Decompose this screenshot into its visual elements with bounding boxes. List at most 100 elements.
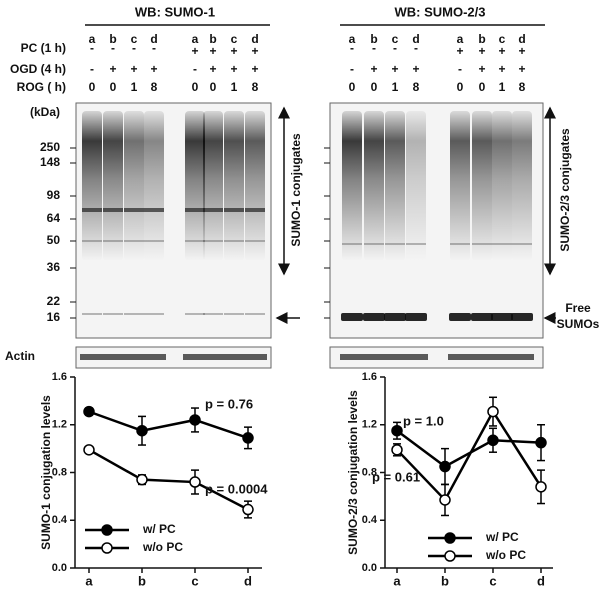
y-axis-label: SUMO-1 conjugation levels <box>39 395 53 550</box>
lane-label: + <box>150 62 157 76</box>
band <box>124 240 144 242</box>
band <box>491 313 513 321</box>
point <box>535 481 547 493</box>
y-tick-label: 1.2 <box>362 419 377 431</box>
lane-smear <box>512 111 532 261</box>
lane-label: 8 <box>519 80 526 94</box>
lane-smear <box>103 111 123 261</box>
band <box>245 208 265 212</box>
lane-label: + <box>230 44 237 58</box>
lane-label: - <box>372 41 376 55</box>
lane-label: + <box>130 62 137 76</box>
annotation: p = 1.0 <box>403 413 444 428</box>
band <box>364 243 384 245</box>
point <box>242 432 254 444</box>
lane-label: + <box>230 62 237 76</box>
lane-label: + <box>209 44 216 58</box>
band <box>512 243 532 245</box>
band <box>203 313 223 315</box>
lane-label: a <box>89 32 96 46</box>
marker-label: 36 <box>47 260 61 274</box>
marker-label: 148 <box>40 155 60 169</box>
lane-label: 0 <box>110 80 117 94</box>
band <box>384 313 406 321</box>
lane-label: b <box>370 32 377 46</box>
marker-label: 98 <box>47 188 61 202</box>
lane-smear <box>144 111 164 261</box>
band <box>363 313 385 321</box>
series-line <box>88 448 249 511</box>
lane-label: + <box>251 44 258 58</box>
lane-label: - <box>350 62 354 76</box>
lane-smear <box>224 111 244 261</box>
free-label: Free <box>565 301 591 315</box>
band <box>82 313 102 315</box>
band <box>245 313 265 315</box>
point <box>136 424 148 437</box>
actin-band <box>340 354 428 360</box>
lane-label: 0 <box>457 80 464 94</box>
lane-label: 8 <box>252 80 259 94</box>
lane-label: - <box>90 41 94 55</box>
band <box>144 313 164 315</box>
lane-label: + <box>391 62 398 76</box>
lane-smear <box>203 111 223 261</box>
x-tick-label: c <box>489 573 496 588</box>
lane-smear <box>245 111 265 261</box>
band <box>203 240 223 242</box>
actin-band <box>183 354 267 360</box>
point <box>242 503 254 516</box>
legend-label: w/ PC <box>485 530 519 544</box>
lane-label: d <box>518 32 525 46</box>
y-tick-label: 0.4 <box>52 514 68 526</box>
free-label: SUMOs <box>557 317 600 331</box>
band <box>185 240 205 242</box>
lane-label: + <box>251 62 258 76</box>
lane-smear <box>472 111 492 261</box>
actin-band <box>448 354 534 360</box>
band <box>144 240 164 242</box>
lane-smear <box>124 111 144 261</box>
lane-label: b <box>478 32 485 46</box>
lane-smear <box>492 111 512 261</box>
y-tick-label: 0.8 <box>52 466 67 478</box>
band <box>124 313 144 315</box>
x-tick-label: d <box>244 573 252 588</box>
blot-title: WB: SUMO-2/3 <box>395 4 486 19</box>
lane-label: - <box>152 41 156 55</box>
band <box>185 208 205 212</box>
lane-smear <box>406 111 426 261</box>
lane-smear <box>185 111 205 261</box>
lane-label: + <box>191 44 198 58</box>
band <box>511 313 533 321</box>
lane-label: + <box>370 62 377 76</box>
lane-label: - <box>458 62 462 76</box>
series-line <box>396 429 542 469</box>
lane-label: c <box>131 32 138 46</box>
lane-label: 0 <box>89 80 96 94</box>
legend-marker <box>101 542 113 554</box>
lane-label: a <box>457 32 464 46</box>
band <box>203 208 223 212</box>
marker-label: 250 <box>40 140 60 154</box>
band <box>385 243 405 245</box>
conjugates-label: SUMO-2/3 conjugates <box>558 128 572 252</box>
actin-label: Actin <box>5 349 35 363</box>
conjugates-label: SUMO-1 conjugates <box>289 133 303 247</box>
y-tick-label: 1.6 <box>52 371 67 383</box>
annotation: p = 0.76 <box>205 396 253 411</box>
lane-label: b <box>209 32 216 46</box>
legend-marker <box>444 550 456 562</box>
actin-band <box>80 354 166 360</box>
x-tick-label: d <box>537 573 545 588</box>
lane-smear <box>342 111 362 261</box>
kda-label: (kDa) <box>30 105 60 119</box>
lane-label: c <box>499 32 506 46</box>
legend-marker <box>444 532 456 544</box>
lane-label: - <box>414 41 418 55</box>
actin-blot <box>329 346 544 369</box>
point <box>439 460 451 473</box>
row-label: OGD (4 h) <box>10 62 66 76</box>
lane-label: 1 <box>392 80 399 94</box>
